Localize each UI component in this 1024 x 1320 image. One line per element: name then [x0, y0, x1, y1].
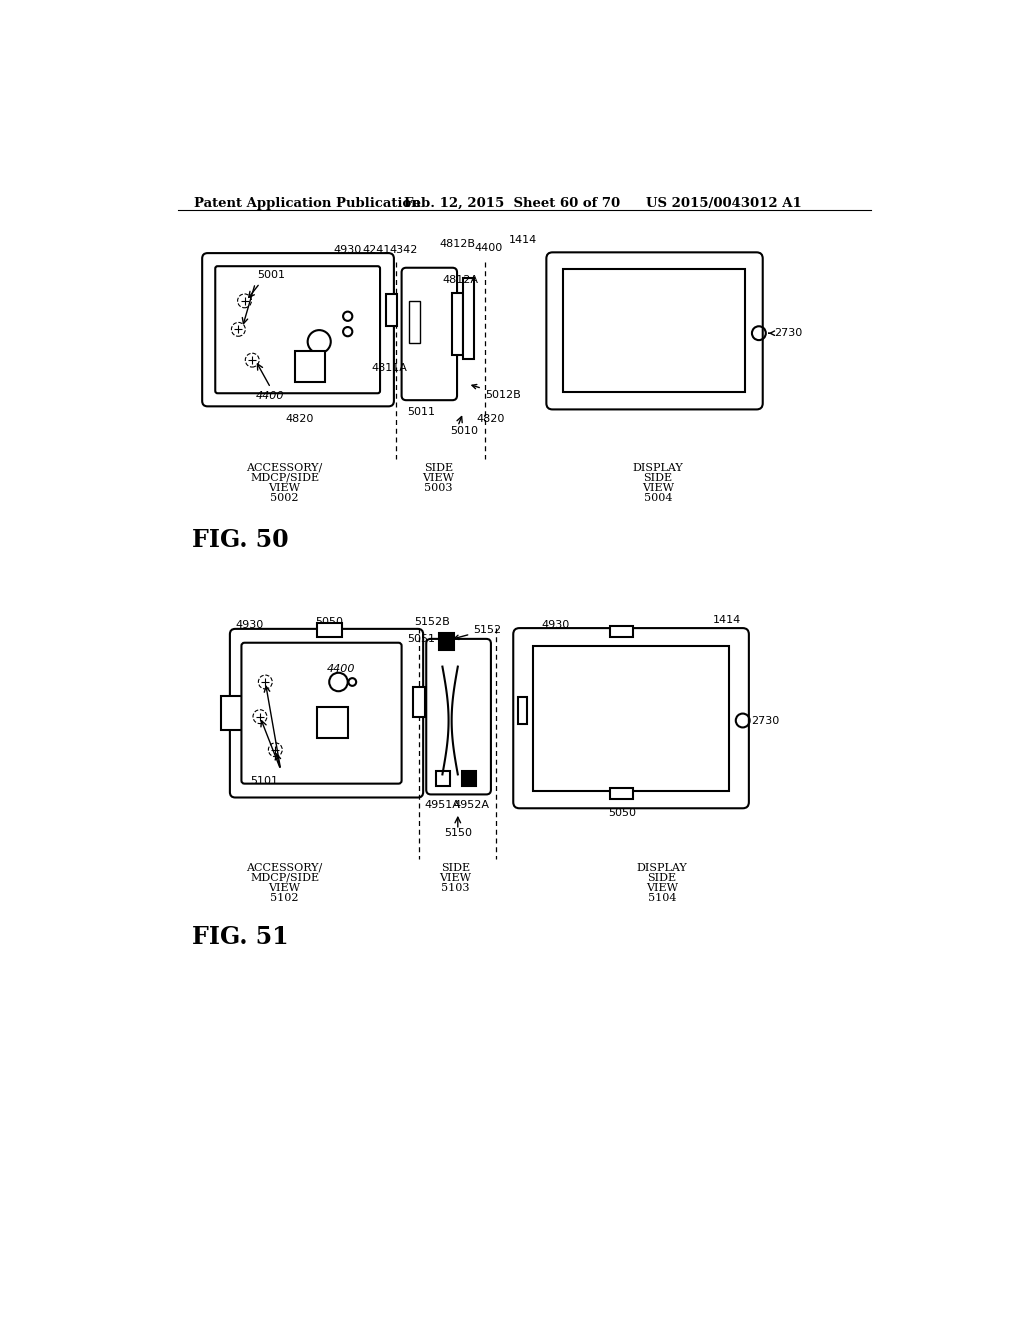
Text: 5051: 5051: [407, 634, 435, 644]
FancyBboxPatch shape: [316, 708, 348, 738]
Text: 5004: 5004: [644, 492, 673, 503]
FancyBboxPatch shape: [436, 771, 451, 785]
FancyBboxPatch shape: [513, 628, 749, 808]
Text: 5003: 5003: [424, 483, 453, 492]
FancyBboxPatch shape: [401, 268, 457, 400]
FancyBboxPatch shape: [438, 632, 454, 649]
Text: 5150: 5150: [443, 829, 472, 838]
FancyBboxPatch shape: [215, 267, 380, 393]
FancyBboxPatch shape: [202, 253, 394, 407]
Text: SIDE: SIDE: [441, 863, 470, 873]
Text: 5050: 5050: [315, 616, 343, 627]
FancyBboxPatch shape: [463, 277, 474, 359]
Text: VIEW: VIEW: [439, 873, 471, 883]
Text: ACCESSORY/: ACCESSORY/: [247, 863, 323, 873]
Text: 5102: 5102: [270, 892, 299, 903]
Text: 5002: 5002: [270, 492, 299, 503]
Text: FIG. 51: FIG. 51: [193, 924, 289, 949]
Text: 4930: 4930: [236, 619, 264, 630]
FancyBboxPatch shape: [426, 639, 490, 795]
Text: 4930: 4930: [542, 619, 569, 630]
FancyBboxPatch shape: [221, 696, 243, 730]
FancyBboxPatch shape: [462, 771, 475, 785]
Text: 4812B: 4812B: [440, 239, 476, 249]
Text: 5101: 5101: [250, 776, 278, 785]
FancyBboxPatch shape: [316, 623, 342, 638]
Text: VIEW: VIEW: [268, 883, 301, 892]
Text: 5103: 5103: [441, 883, 470, 892]
Text: 4930: 4930: [334, 244, 361, 255]
FancyBboxPatch shape: [609, 626, 633, 638]
Text: 4820: 4820: [476, 414, 505, 424]
Text: VIEW: VIEW: [268, 483, 301, 492]
Text: 5010: 5010: [451, 426, 478, 437]
Text: 4400: 4400: [474, 243, 503, 253]
Text: 5104: 5104: [647, 892, 676, 903]
Text: 4241: 4241: [362, 244, 391, 255]
FancyBboxPatch shape: [242, 643, 401, 784]
Text: SIDE: SIDE: [643, 473, 673, 483]
Text: 2730: 2730: [752, 715, 779, 726]
Text: SIDE: SIDE: [424, 462, 454, 473]
Text: DISPLAY: DISPLAY: [633, 462, 683, 473]
Text: Patent Application Publication: Patent Application Publication: [194, 197, 421, 210]
Text: FIG. 50: FIG. 50: [193, 528, 289, 552]
Text: VIEW: VIEW: [642, 483, 674, 492]
Text: 4342: 4342: [390, 244, 418, 255]
FancyBboxPatch shape: [410, 301, 420, 343]
Text: DISPLAY: DISPLAY: [637, 863, 687, 873]
Text: VIEW: VIEW: [646, 883, 678, 892]
FancyBboxPatch shape: [518, 697, 527, 725]
Text: 2730: 2730: [769, 329, 803, 338]
FancyBboxPatch shape: [532, 645, 729, 791]
Text: 4952A: 4952A: [454, 800, 489, 809]
Text: 4400: 4400: [327, 664, 355, 675]
Text: Feb. 12, 2015  Sheet 60 of 70: Feb. 12, 2015 Sheet 60 of 70: [403, 197, 621, 210]
FancyBboxPatch shape: [413, 688, 425, 717]
Text: MDCP/SIDE: MDCP/SIDE: [250, 473, 319, 483]
Text: 5152B: 5152B: [415, 616, 451, 627]
Text: 1414: 1414: [713, 615, 741, 626]
FancyBboxPatch shape: [609, 788, 633, 799]
Text: MDCP/SIDE: MDCP/SIDE: [250, 873, 319, 883]
Text: 4820: 4820: [286, 414, 314, 424]
Text: VIEW: VIEW: [423, 473, 455, 483]
Text: 5050: 5050: [608, 808, 636, 817]
FancyBboxPatch shape: [230, 628, 423, 797]
FancyBboxPatch shape: [453, 293, 463, 355]
FancyBboxPatch shape: [563, 269, 745, 392]
Text: 1414: 1414: [509, 235, 538, 246]
Text: 5012B: 5012B: [472, 384, 520, 400]
Text: ACCESSORY/: ACCESSORY/: [247, 462, 323, 473]
Text: 5152: 5152: [455, 624, 502, 639]
Text: 4812A: 4812A: [442, 276, 478, 285]
Text: 5011: 5011: [408, 407, 435, 417]
Text: 4400: 4400: [256, 391, 285, 401]
Text: 5001: 5001: [258, 271, 286, 280]
FancyBboxPatch shape: [547, 252, 763, 409]
Text: 4951A: 4951A: [425, 800, 461, 809]
FancyBboxPatch shape: [386, 294, 397, 326]
Text: US 2015/0043012 A1: US 2015/0043012 A1: [646, 197, 802, 210]
Text: SIDE: SIDE: [647, 873, 677, 883]
FancyBboxPatch shape: [295, 351, 326, 381]
Text: 4811A: 4811A: [372, 363, 408, 372]
